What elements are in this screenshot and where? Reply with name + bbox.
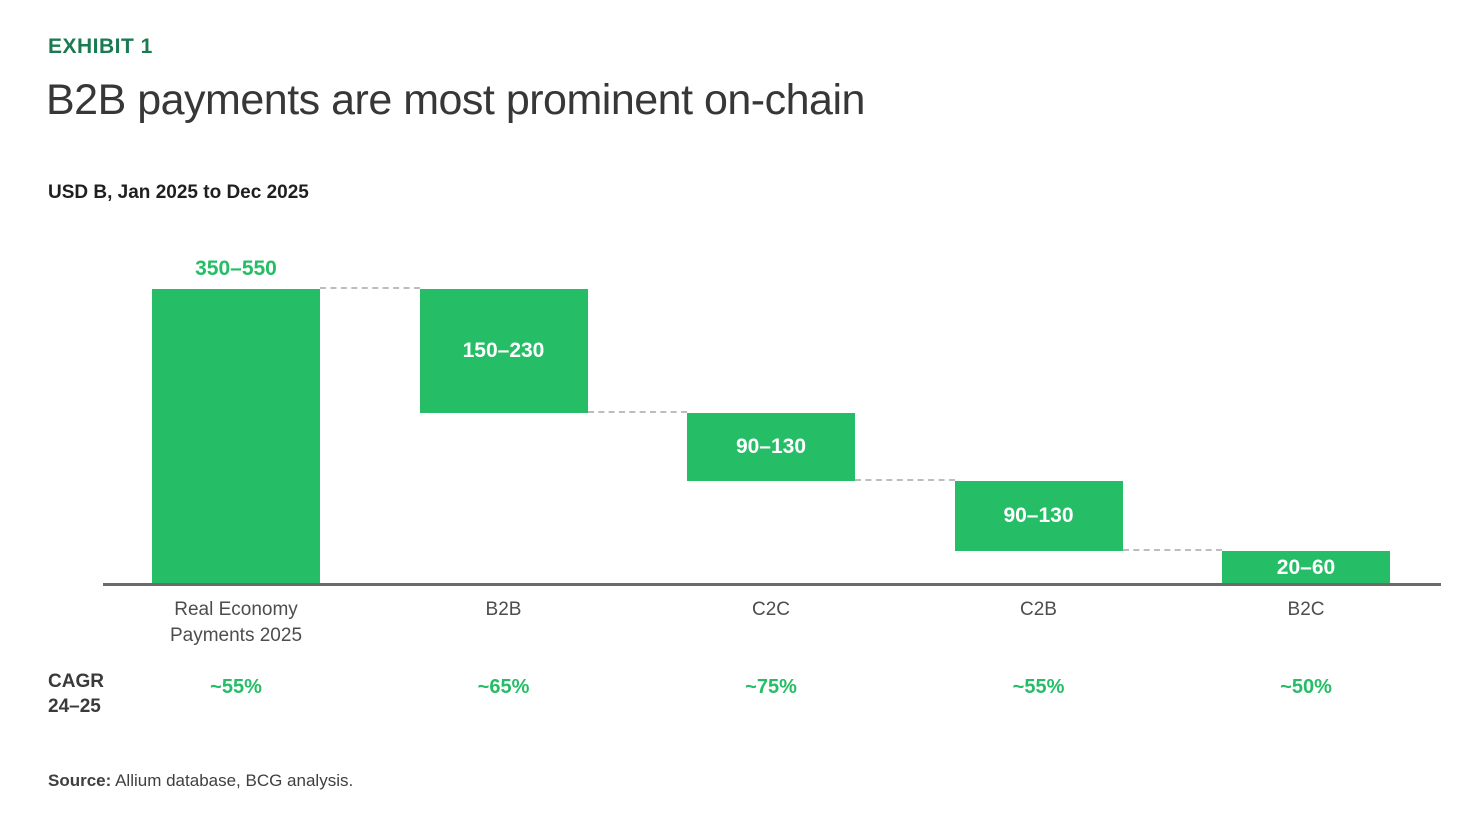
waterfall-bar-real-economy (152, 289, 320, 585)
source-label: Source: (48, 771, 112, 790)
cagr-row-header: CAGR 24–25 (48, 669, 104, 719)
bar-value-label-b2b: 150–230 (462, 338, 545, 362)
chart-units-label: USD B, Jan 2025 to Dec 2025 (48, 182, 309, 203)
waterfall-bar-c2c: 90–130 (687, 412, 855, 482)
cagr-value-real-economy: ~55% (210, 676, 262, 698)
bar-value-label-c2b: 90–130 (1003, 503, 1074, 527)
connector-line (320, 287, 420, 289)
connector-line (855, 479, 955, 482)
category-label-b2c: B2C (1287, 599, 1325, 620)
source-note: Source: Allium database, BCG analysis. (48, 771, 353, 791)
waterfall-bar-b2c: 20–60 (1222, 550, 1390, 585)
category-label-c2b: C2B (1020, 599, 1057, 620)
cagr-value-c2c: ~75% (745, 676, 797, 698)
cagr-value-c2b: ~55% (1012, 676, 1065, 698)
connector-line (1122, 548, 1222, 551)
cagr-header-line2: 24–25 (48, 696, 101, 717)
category-label-c2c: C2C (751, 599, 790, 620)
bar-value-label-c2c: 90–130 (735, 434, 807, 458)
cagr-header-line1: CAGR (48, 671, 104, 692)
connector-line (587, 410, 687, 413)
bar-value-label-b2c: 20–60 (1276, 555, 1336, 579)
waterfall-bar-b2b: 150–230 (419, 289, 588, 413)
waterfall-bar-c2b: 90–130 (954, 481, 1123, 551)
cagr-value-b2b: ~65% (477, 676, 530, 698)
category-label-b2b: B2B (485, 599, 522, 620)
page-title: B2B payments are most prominent on-chain (46, 76, 865, 124)
category-label-real-economy: Real Economy Payments 2025 (169, 599, 303, 646)
exhibit-label: EXHIBIT 1 (48, 35, 153, 58)
bar-value-label-real-economy: 350–550 (195, 257, 277, 280)
source-text: Allium database, BCG analysis. (115, 771, 354, 790)
x-axis-line (103, 583, 1441, 586)
cagr-value-b2c: ~50% (1280, 676, 1332, 698)
